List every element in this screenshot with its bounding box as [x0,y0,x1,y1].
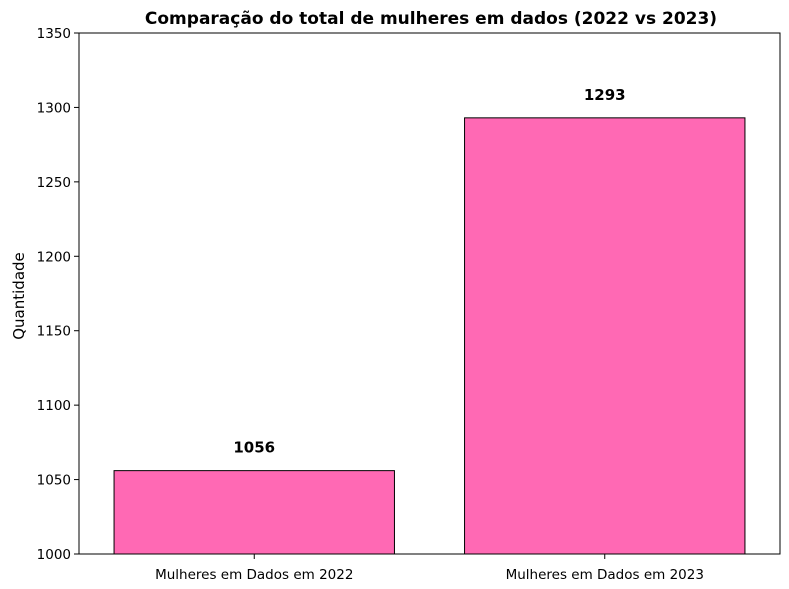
bar [113,470,395,555]
data-label: 1293 [584,86,626,104]
y-tick-label: 1300 [37,100,71,116]
plot-frame [78,32,781,555]
y-axis: 1000 1050 1100 1150 1200 1250 1300 1350 [37,26,79,563]
chart-title: Comparação do total de mulheres em dados… [145,9,717,29]
x-axis: Mulheres em Dados em 2022 Mulheres em Dad… [155,554,704,583]
y-tick-label: 1050 [37,473,71,489]
x-tick-label: Mulheres em Dados em 2022 [155,567,353,583]
x-tick-label: Mulheres em Dados em 2023 [506,567,704,583]
y-tick-label: 1350 [37,26,71,42]
y-tick-label: 1100 [37,398,71,414]
y-tick-label: 1200 [37,249,71,265]
y-tick-label: 1250 [37,175,71,191]
y-axis-label: Quantidade [10,252,28,340]
y-tick-label: 1150 [37,324,71,340]
data-label: 1056 [233,439,275,457]
bar [464,117,746,555]
bars-group: 1056 1293 [113,86,746,555]
y-tick-label: 1000 [37,547,71,563]
